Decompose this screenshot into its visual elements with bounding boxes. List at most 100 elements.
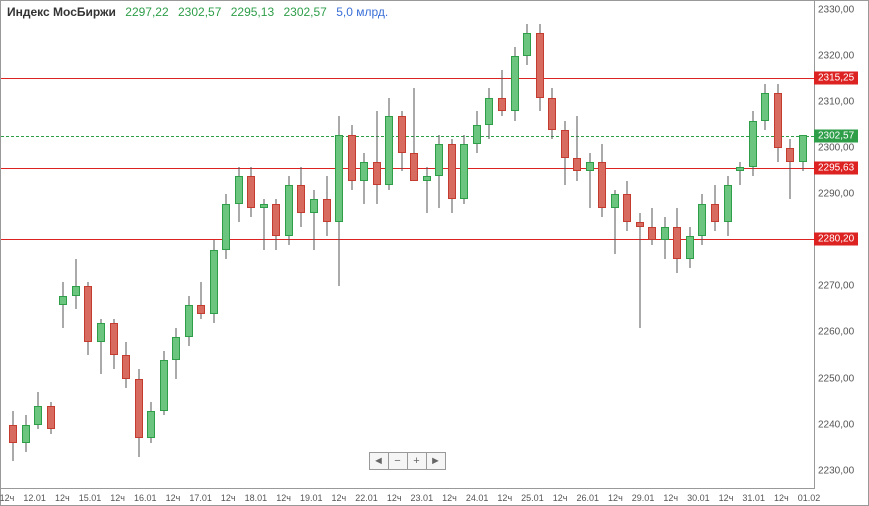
price-level-label: 2280,20 — [814, 233, 858, 246]
x-tick-label: 19.01 — [300, 493, 323, 503]
candle-body — [536, 33, 544, 97]
candle-body — [210, 250, 218, 314]
candle — [172, 1, 180, 489]
candle — [786, 1, 794, 489]
volume-value: 5,0 млрд. — [336, 5, 388, 19]
y-axis: 2230,002240,002250,002260,002270,002280,… — [814, 1, 868, 489]
candle — [97, 1, 105, 489]
candle — [147, 1, 155, 489]
candle — [323, 1, 331, 489]
candle-body — [648, 227, 656, 241]
candle-body — [498, 98, 506, 112]
candle-body — [724, 185, 732, 222]
candle — [210, 1, 218, 489]
candle-wick — [639, 213, 640, 328]
candle — [110, 1, 118, 489]
nav-zoom-in-button[interactable]: + — [407, 452, 427, 470]
candle — [636, 1, 644, 489]
x-tick-label: 17.01 — [189, 493, 212, 503]
candle-body — [686, 236, 694, 259]
candle — [247, 1, 255, 489]
candle — [34, 1, 42, 489]
candle — [536, 1, 544, 489]
candle-body — [147, 411, 155, 439]
candle-body — [623, 194, 631, 222]
candle-wick — [63, 282, 64, 328]
candle-body — [122, 355, 130, 378]
x-tick-label: 23.01 — [411, 493, 434, 503]
candle — [435, 1, 443, 489]
candle — [698, 1, 706, 489]
x-tick-label: 12ч — [276, 493, 291, 503]
x-tick-label: 01.02 — [798, 493, 821, 503]
y-tick-label: 2310,00 — [818, 97, 854, 108]
candle-body — [22, 425, 30, 443]
candle-body — [761, 93, 769, 121]
candle — [297, 1, 305, 489]
candle — [711, 1, 719, 489]
x-tick-label: 12ч — [55, 493, 70, 503]
candle — [122, 1, 130, 489]
candle-body — [247, 176, 255, 208]
x-tick-label: 24.01 — [466, 493, 489, 503]
plot-area[interactable]: ◄ − + ► — [1, 1, 815, 489]
candle-body — [661, 227, 669, 241]
candle — [485, 1, 493, 489]
y-tick-label: 2320,00 — [818, 51, 854, 62]
candle-body — [360, 162, 368, 180]
candle — [185, 1, 193, 489]
x-tick-label: 29.01 — [632, 493, 655, 503]
y-tick-label: 2230,00 — [818, 465, 854, 476]
ohlc-low: 2295,13 — [231, 5, 274, 19]
x-tick-label: 12ч — [221, 493, 236, 503]
candle-body — [698, 204, 706, 236]
candle-body — [410, 153, 418, 181]
candle — [235, 1, 243, 489]
candle-body — [72, 286, 80, 295]
nav-prev-button[interactable]: ◄ — [369, 452, 389, 470]
price-level-label: 2302,57 — [814, 130, 858, 143]
candle-body — [774, 93, 782, 148]
candle-wick — [740, 162, 741, 185]
y-tick-label: 2240,00 — [818, 419, 854, 430]
candle-body — [736, 167, 744, 172]
candle-body — [185, 305, 193, 337]
candle-body — [548, 98, 556, 130]
nav-zoom-out-button[interactable]: − — [388, 452, 408, 470]
x-tick-label: 18.01 — [245, 493, 268, 503]
candle — [448, 1, 456, 489]
candle — [9, 1, 17, 489]
candle-body — [799, 135, 807, 163]
candle — [724, 1, 732, 489]
candle-body — [598, 162, 606, 208]
y-tick-label: 2290,00 — [818, 189, 854, 200]
candle-body — [160, 360, 168, 411]
candle — [410, 1, 418, 489]
candle-body — [523, 33, 531, 56]
candle — [673, 1, 681, 489]
x-tick-label: 12ч — [608, 493, 623, 503]
candle-body — [272, 204, 280, 236]
nav-next-button[interactable]: ► — [426, 452, 446, 470]
y-tick-label: 2330,00 — [818, 5, 854, 16]
candle — [260, 1, 268, 489]
candle — [573, 1, 581, 489]
candle-body — [398, 116, 406, 153]
x-tick-label: 12ч — [497, 493, 512, 503]
chart-title: Индекс МосБиржи — [7, 5, 116, 19]
candle-body — [260, 204, 268, 209]
candle-body — [348, 135, 356, 181]
candle — [761, 1, 769, 489]
candle — [84, 1, 92, 489]
candle-body — [47, 406, 55, 429]
candle — [623, 1, 631, 489]
candle — [523, 1, 531, 489]
candle-body — [561, 130, 569, 158]
candle — [22, 1, 30, 489]
candle-body — [435, 144, 443, 176]
ohlc-close: 2302,57 — [283, 5, 326, 19]
x-tick-label: 12ч — [719, 493, 734, 503]
candle-body — [573, 158, 581, 172]
candle — [611, 1, 619, 489]
x-axis: 12ч12.0112ч15.0112ч16.0112ч17.0112ч18.01… — [1, 488, 815, 505]
